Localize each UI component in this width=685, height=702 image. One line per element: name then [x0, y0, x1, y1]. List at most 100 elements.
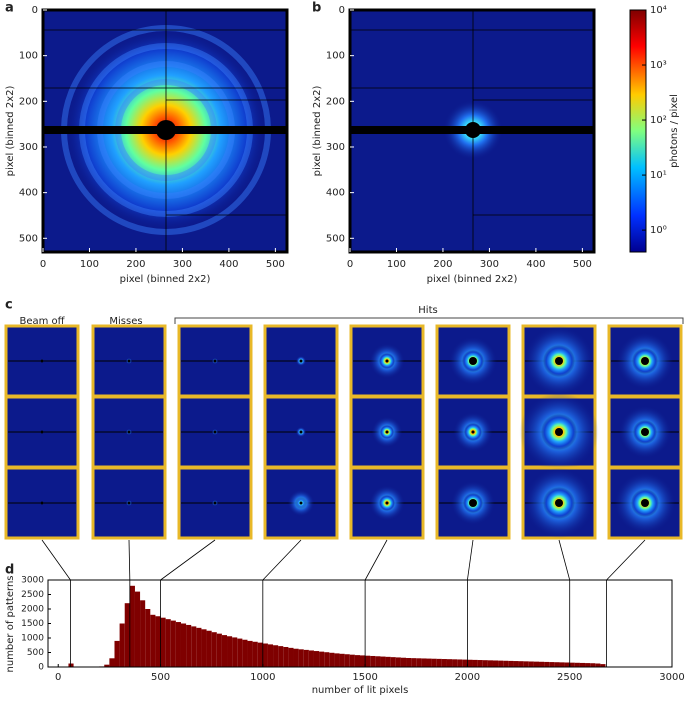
bar [574, 662, 580, 667]
thumbnail-beamstop [40, 430, 44, 434]
bar [319, 651, 325, 667]
bar [186, 624, 192, 667]
y-tick-label: 0 [339, 5, 345, 16]
bar [446, 659, 453, 667]
image-b [348, 8, 596, 254]
y-tick-label: 1500 [21, 619, 44, 629]
bar [283, 646, 289, 667]
bar [308, 650, 314, 667]
bar [421, 658, 427, 667]
panel-label: b [312, 1, 321, 16]
thumbnail-beamstop [127, 430, 131, 434]
bar [395, 657, 401, 667]
connector-line [364, 539, 388, 667]
image-a [41, 8, 289, 254]
x-tick-label: 400 [526, 259, 545, 270]
panel-label: c [5, 298, 13, 313]
bar [441, 659, 447, 667]
colorbar-tick-label: 10⁴ [650, 5, 667, 16]
bar [155, 616, 161, 667]
bar [140, 600, 146, 667]
colorbar-tick-label: 10⁰ [650, 225, 667, 236]
y-axis-label: pixel (binned 2x2) [5, 86, 16, 177]
x-tick-label: 200 [433, 259, 452, 270]
bar [487, 660, 493, 667]
x-tick-label: 1500 [352, 672, 377, 683]
y-tick-label: 500 [326, 233, 345, 244]
x-tick-label: 0 [40, 259, 46, 270]
y-tick-label: 2000 [21, 605, 44, 615]
bar [247, 640, 253, 667]
bar [508, 660, 514, 667]
bar [134, 591, 141, 667]
y-tick-label: 2500 [21, 590, 44, 600]
bar [467, 659, 473, 667]
thumbnail-beamstop [127, 359, 131, 363]
bar [293, 648, 299, 667]
bar [477, 660, 483, 667]
bar [349, 654, 355, 667]
bar [549, 662, 555, 667]
bar [160, 617, 166, 667]
x-tick-label: 300 [480, 259, 499, 270]
bar [406, 658, 412, 667]
bar [344, 654, 350, 667]
bar [175, 622, 181, 667]
bar [124, 603, 130, 667]
panel-label: a [5, 1, 14, 16]
bar [559, 662, 565, 667]
y-tick-label: 500 [19, 233, 38, 244]
x-axis-label: pixel (binned 2x2) [120, 274, 211, 285]
bar [370, 655, 376, 667]
bar [324, 652, 330, 667]
bar [221, 635, 228, 667]
thumbnail-beamstop [385, 501, 389, 505]
bar [360, 655, 366, 667]
group-label: Misses [109, 316, 142, 327]
bar [211, 632, 217, 667]
y-axis-label: number of patterns [5, 576, 16, 673]
y-tick-label: 0 [38, 663, 44, 673]
bar [298, 649, 304, 667]
bar [354, 655, 360, 667]
bar [472, 659, 478, 667]
connector-line [558, 539, 571, 667]
x-tick-label: 500 [266, 259, 285, 270]
bar [569, 662, 575, 667]
bar [104, 664, 110, 667]
bar [216, 633, 222, 667]
thumbnail-beamstop [469, 499, 477, 507]
connector-line [41, 539, 71, 667]
bar [201, 629, 207, 667]
thumbnail-beamstop [555, 428, 563, 436]
bar [544, 661, 550, 667]
bar [564, 662, 570, 667]
bar [313, 651, 320, 667]
bar [191, 626, 197, 667]
bar [585, 663, 591, 667]
thumbnail-beamstop [299, 359, 303, 363]
bar [518, 661, 524, 667]
bar [431, 658, 437, 667]
y-tick-label: 100 [326, 51, 345, 62]
x-tick-label: 1000 [250, 672, 275, 683]
y-axis-label: pixel (binned 2x2) [312, 86, 323, 177]
bar [492, 660, 499, 667]
bar [595, 663, 601, 667]
x-tick-label: 2000 [455, 672, 480, 683]
bar [339, 653, 345, 667]
group-label: Hits [418, 305, 437, 316]
y-tick-label: 100 [19, 51, 38, 62]
y-tick-label: 0 [32, 5, 38, 16]
bar [482, 660, 488, 667]
bar [262, 643, 268, 667]
x-tick-label: 500 [151, 672, 170, 683]
thumbnail-beamstop [555, 499, 563, 507]
y-tick-label: 400 [19, 188, 38, 199]
bar [242, 639, 248, 667]
connector-line [467, 539, 474, 667]
bar [334, 653, 340, 667]
bar [196, 627, 202, 667]
x-tick-label: 0 [55, 672, 61, 683]
bar [385, 656, 391, 667]
